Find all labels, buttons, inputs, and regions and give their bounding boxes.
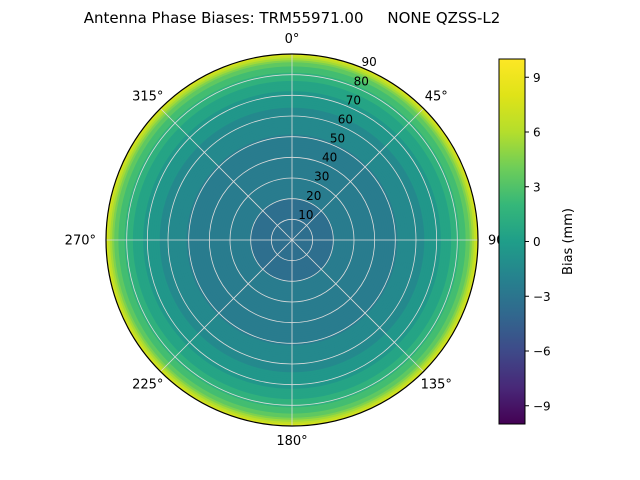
colorbar-gradient	[498, 58, 526, 425]
radial-tick-label: 70	[346, 93, 361, 107]
colorbar-axis-label: Bias (mm)	[561, 208, 576, 275]
angle-label: 270°	[65, 234, 96, 249]
radial-tick-label: 10	[298, 208, 313, 222]
colorbar-tick-label: 6	[533, 126, 541, 140]
colorbar-tick-label: −6	[533, 345, 551, 359]
radial-tick-label: 30	[314, 170, 329, 184]
angle-label: 315°	[132, 89, 163, 104]
angle-label: 180°	[276, 434, 307, 449]
angle-label: 135°	[421, 378, 452, 393]
radial-tick-label: 20	[306, 189, 321, 203]
radial-tick-label: 50	[330, 132, 345, 146]
colorbar-tick-label: −9	[533, 399, 551, 413]
colorbar: 9 6 3 0 −3 −6 −9 Bias (mm)	[498, 58, 576, 425]
colorbar-tick-label: 9	[533, 71, 541, 85]
angle-label: 0°	[285, 32, 300, 47]
polar-grid	[105, 53, 479, 427]
colorbar-tick-label: 0	[533, 235, 541, 249]
colorbar-tick-label: −3	[533, 290, 551, 304]
chart-title: Antenna Phase Biases: TRM55971.00 NONE Q…	[83, 9, 501, 27]
radial-tick-label: 60	[338, 112, 353, 126]
radial-tick-labels: 10 20 30 40 50 60 70 80 90	[298, 55, 377, 222]
angle-labels: 0° 45° 90 135° 180° 225° 270° 315°	[65, 32, 505, 449]
radial-tick-label: 40	[322, 151, 337, 165]
angle-label: 45°	[425, 89, 448, 104]
radial-tick-label: 80	[354, 74, 369, 88]
angle-label: 225°	[132, 378, 163, 393]
colorbar-tick-label: 3	[533, 180, 541, 194]
radial-tick-label: 90	[362, 55, 377, 69]
